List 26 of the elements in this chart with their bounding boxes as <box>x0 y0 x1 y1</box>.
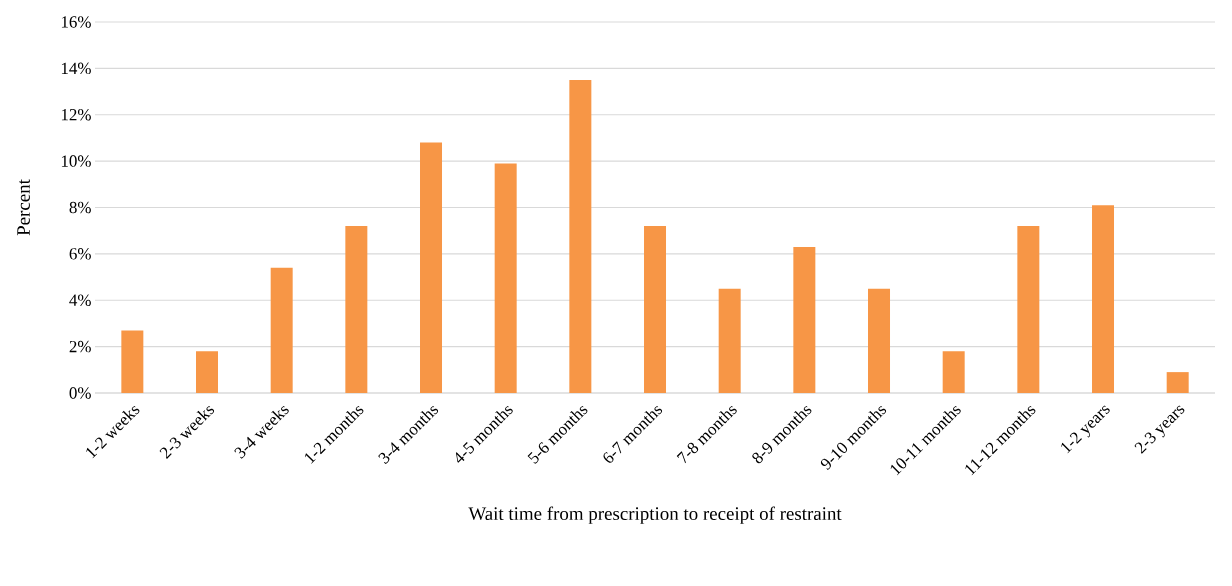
bar <box>942 351 965 393</box>
bar <box>420 142 443 393</box>
y-tick-label: 12% <box>61 108 91 121</box>
y-axis-title: Percent <box>17 179 30 236</box>
bar <box>345 226 368 393</box>
bar <box>868 288 891 393</box>
bar <box>494 163 517 393</box>
bar <box>569 79 592 393</box>
y-tick-label: 6% <box>69 248 91 260</box>
y-tick-label: 14% <box>61 62 91 75</box>
x-axis-title: Wait time from prescription to receipt of restraint <box>468 506 842 524</box>
y-tick-label: 4% <box>69 294 91 306</box>
bar <box>1092 205 1115 393</box>
y-tick-label: 16% <box>61 16 91 28</box>
bar <box>718 288 741 393</box>
y-tick-label: 2% <box>69 340 91 353</box>
bar <box>644 226 667 393</box>
bar <box>1017 226 1040 393</box>
bar <box>196 351 219 393</box>
y-tick-label: 0% <box>69 387 91 399</box>
bar <box>793 246 816 393</box>
bar <box>121 330 144 393</box>
y-tick-label: 10% <box>61 155 91 167</box>
y-tick-label: 8% <box>69 201 91 214</box>
bar <box>270 267 293 393</box>
bar <box>1166 372 1189 393</box>
